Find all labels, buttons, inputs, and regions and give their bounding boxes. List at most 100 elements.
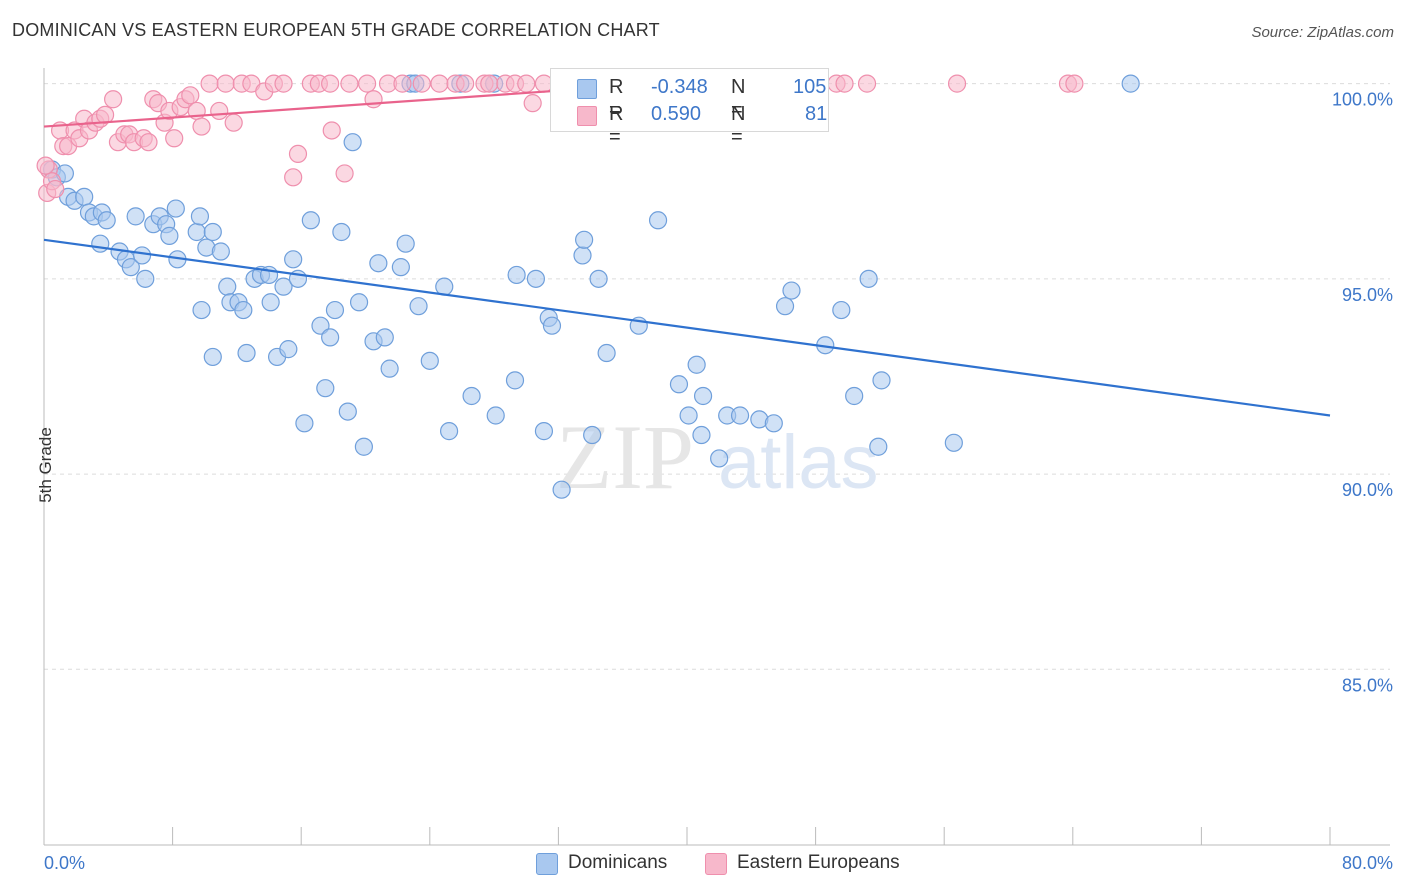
- data-point: [872, 371, 891, 390]
- data-point: [288, 144, 308, 163]
- data-point: [139, 133, 158, 152]
- data-point: [216, 74, 235, 93]
- data-point: [687, 355, 706, 374]
- y-tick-label: 90.0%: [1342, 480, 1393, 500]
- data-point: [380, 359, 399, 378]
- data-point: [517, 74, 536, 93]
- data-point: [301, 211, 320, 230]
- data-point: [192, 300, 211, 320]
- data-point: [104, 90, 123, 109]
- data-point: [295, 414, 314, 433]
- data-point: [589, 269, 608, 288]
- data-point: [203, 347, 222, 367]
- data-point: [224, 113, 243, 132]
- data-point: [211, 242, 230, 261]
- data-point: [274, 74, 293, 93]
- r-label: R =: [609, 103, 624, 148]
- data-point: [279, 340, 298, 359]
- data-point: [693, 386, 713, 406]
- data-point: [692, 425, 711, 445]
- data-point: [575, 230, 594, 249]
- data-point: [542, 316, 562, 335]
- data-point: [274, 277, 293, 296]
- data-point: [409, 297, 428, 316]
- data-point: [480, 74, 499, 93]
- swatch-eastern-europeans: [577, 106, 597, 126]
- data-point: [439, 422, 459, 441]
- data-point: [583, 425, 602, 445]
- n-label: N =: [731, 103, 746, 148]
- data-point: [234, 300, 253, 320]
- data-point: [335, 164, 354, 183]
- data-point: [349, 293, 369, 312]
- x-tick-label: 0.0%: [44, 853, 85, 873]
- n-label: N =: [731, 76, 746, 121]
- data-point: [375, 328, 394, 347]
- data-point: [391, 258, 410, 277]
- y-axis-label: 5th Grade: [35, 427, 55, 503]
- data-point: [97, 211, 116, 230]
- data-point: [857, 74, 877, 93]
- data-point: [869, 437, 888, 456]
- data-point: [369, 254, 388, 273]
- y-tick-label: 100.0%: [1332, 90, 1393, 110]
- data-point: [160, 226, 179, 245]
- y-tick-label: 95.0%: [1342, 285, 1393, 305]
- watermark: ZIP atlas: [556, 406, 879, 508]
- data-point: [261, 293, 280, 312]
- data-point: [573, 246, 592, 265]
- data-point: [396, 234, 415, 253]
- trend-line-dominicans: [43, 238, 1331, 417]
- data-point: [218, 277, 237, 296]
- data-point: [782, 281, 801, 300]
- legend-label-dominicans: Dominicans: [568, 852, 668, 873]
- data-point: [526, 269, 545, 288]
- data-point: [456, 74, 475, 93]
- r-value: 0.590: [651, 103, 702, 125]
- data-point: [75, 187, 94, 206]
- data-point: [1121, 74, 1140, 93]
- data-point: [354, 437, 373, 456]
- data-point: [832, 300, 851, 320]
- data-point: [669, 375, 689, 394]
- x-tick-label: 80.0%: [1342, 853, 1393, 873]
- data-point: [321, 74, 340, 93]
- data-point: [166, 199, 185, 218]
- data-point: [322, 121, 341, 140]
- source-credit: Source: ZipAtlas.com: [1251, 24, 1394, 41]
- data-point: [505, 371, 525, 390]
- data-points: [36, 74, 1140, 499]
- data-point: [284, 168, 303, 187]
- legend-swatch-eastern-europeans: [705, 853, 727, 875]
- gridlines: [44, 83, 1390, 670]
- n-value: 105: [793, 76, 827, 98]
- data-point: [192, 117, 211, 136]
- data-point: [181, 86, 200, 105]
- data-point: [944, 433, 963, 452]
- data-point: [947, 74, 967, 93]
- data-point: [775, 297, 795, 316]
- data-point: [845, 386, 864, 406]
- data-point: [121, 258, 140, 277]
- data-point: [648, 211, 668, 230]
- data-point: [126, 207, 145, 226]
- n-value: 81: [805, 103, 828, 125]
- legend-label-eastern-europeans: Eastern Europeans: [737, 852, 900, 873]
- data-point: [859, 269, 878, 288]
- data-point: [597, 343, 616, 363]
- data-point: [165, 129, 184, 148]
- data-point: [36, 156, 55, 175]
- tick-labels: 100.0% 95.0% 90.0% 85.0% 0.0% 80.0%: [44, 90, 1393, 873]
- data-point: [311, 316, 330, 335]
- data-point: [338, 402, 357, 421]
- data-point: [507, 265, 526, 285]
- data-point: [210, 101, 229, 121]
- data-point: [835, 74, 854, 93]
- watermark-zip: ZIP: [556, 406, 694, 508]
- data-point: [203, 222, 222, 242]
- data-point: [710, 449, 729, 468]
- data-point: [340, 74, 359, 93]
- data-point: [679, 406, 698, 425]
- data-point: [91, 234, 110, 253]
